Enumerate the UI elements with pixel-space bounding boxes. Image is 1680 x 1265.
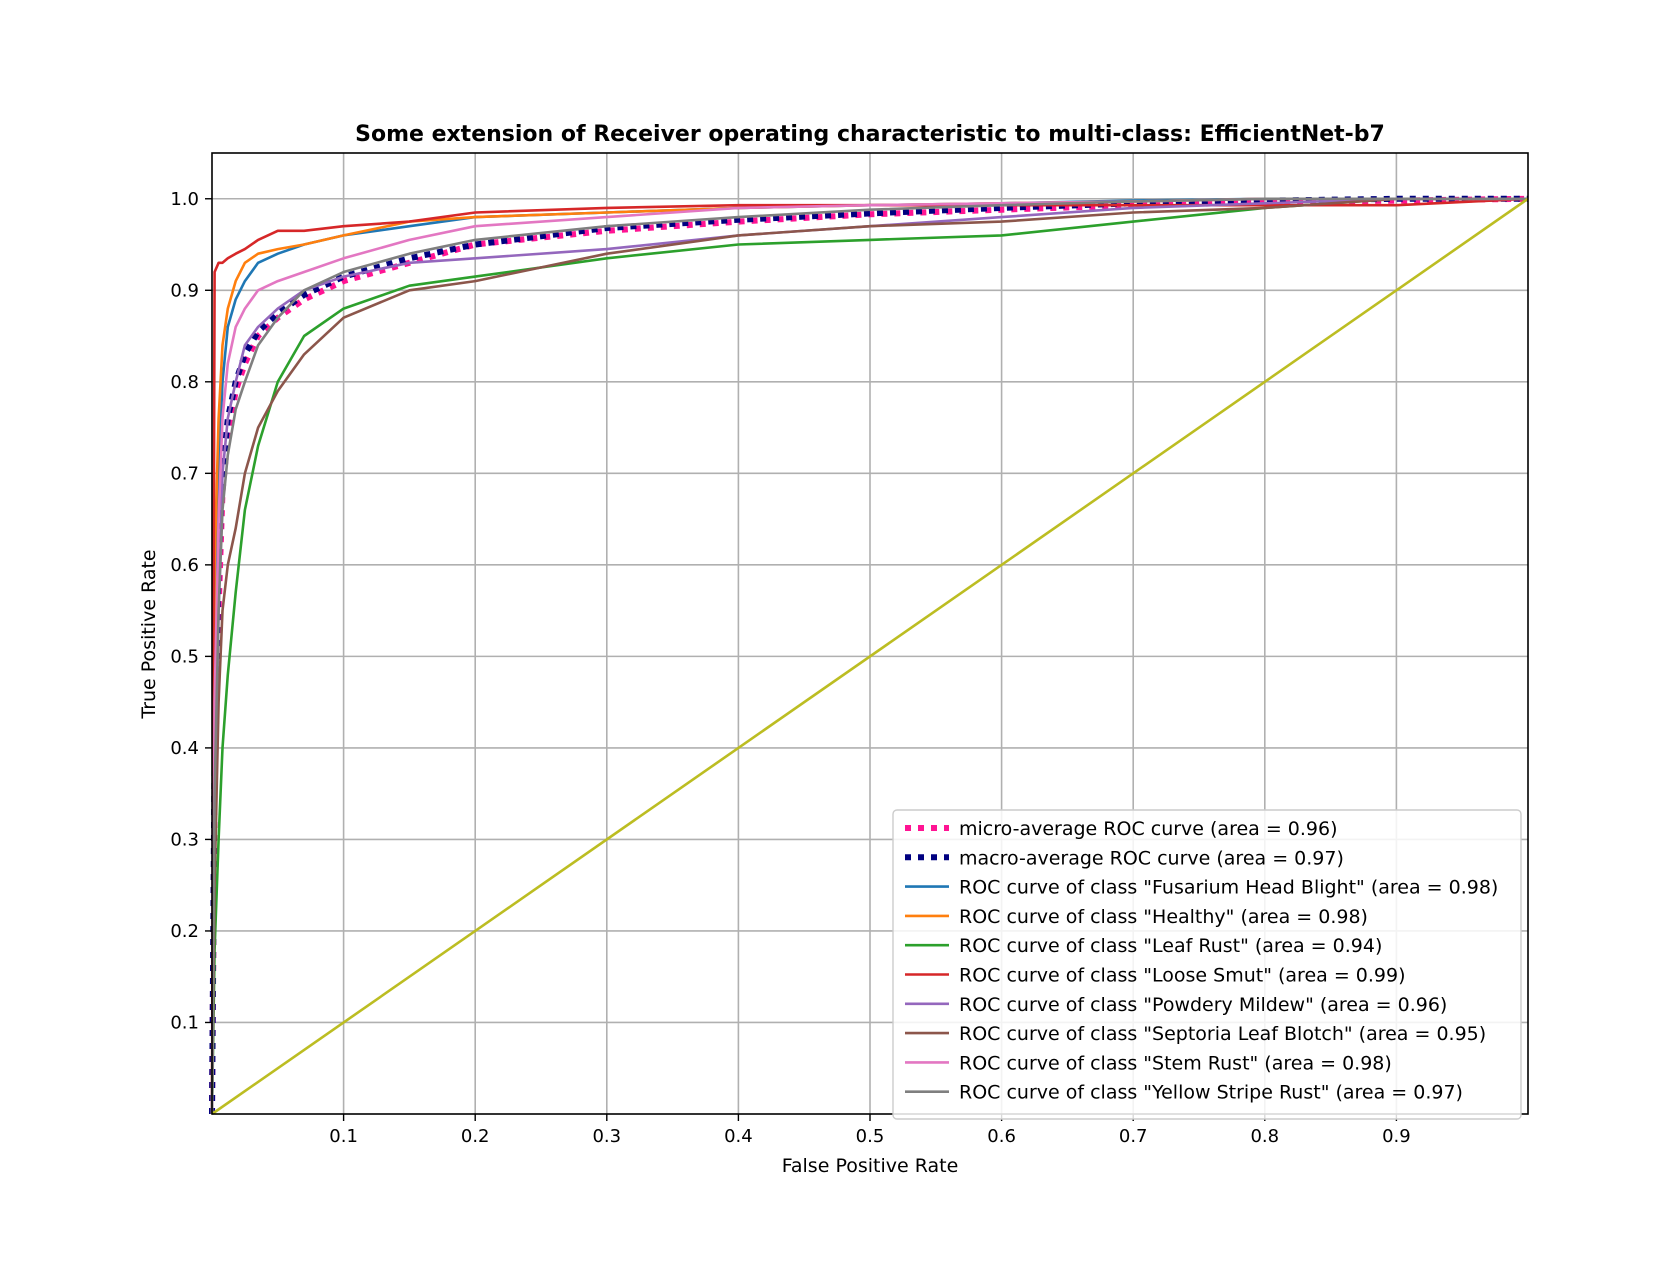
legend-entry-label: ROC curve of class "Powdery Mildew" (are… [959,994,1447,1016]
x-tick-label: 0.3 [592,1126,621,1147]
legend: micro-average ROC curve (area = 0.96) mac… [892,809,1522,1120]
y-tick-label: 0.8 [170,372,199,393]
chart-title: Some extension of Receiver operating cha… [355,122,1385,147]
legend-entry-label: ROC curve of class "Fusarium Head Blight… [959,877,1498,899]
y-axis-label: True Positive Rate [138,549,160,719]
x-tick-label: 0.6 [987,1126,1016,1147]
y-tick-label: 1.0 [170,189,199,210]
y-tick-label: 0.5 [170,646,199,667]
y-tick-label: 0.2 [170,921,199,942]
plot-series [209,195,1529,1116]
y-tick-label: 0.6 [170,555,199,576]
x-tick-label: 0.8 [1250,1126,1279,1147]
legend-entry-label: micro-average ROC curve (area = 0.96) [959,818,1338,840]
x-tick-label: 0.4 [724,1126,753,1147]
legend-entry-label: ROC curve of class "Loose Smut" (area = … [959,965,1406,987]
x-tick-label: 0.2 [461,1126,490,1147]
series-line-6 [210,197,1528,1115]
legend-entry-label: ROC curve of class "Healthy" (area = 0.9… [959,906,1368,928]
series-line-4 [210,197,1528,1115]
legend-entry-label: ROC curve of class "Leaf Rust" (area = 0… [959,935,1382,957]
legend-entry-label: ROC curve of class "Septoria Leaf Blotch… [959,1023,1486,1045]
y-tick-label: 0.4 [170,738,199,759]
y-tick-label: 0.9 [170,280,199,301]
plot-frame [211,152,1529,1115]
legend-entry-label: ROC curve of class "Stem Rust" (area = 0… [959,1052,1392,1074]
legend-box [892,809,1522,1120]
y-tick-label: 0.3 [170,829,199,850]
series-line-5 [210,197,1529,1115]
legend-entry-label: macro-average ROC curve (area = 0.97) [959,847,1344,869]
series-line-9 [210,197,1528,1115]
x-tick-label: 0.5 [856,1126,885,1147]
series-line-10 [211,197,1529,1116]
x-tick-label: 0.1 [329,1126,358,1147]
y-tick-label: 0.1 [170,1012,199,1033]
x-tick-label: 0.9 [1382,1126,1411,1147]
series-line-7 [210,197,1528,1115]
y-tick-label: 0.7 [170,463,199,484]
x-axis-label: False Positive Rate [782,1155,959,1177]
x-tick-label: 0.7 [1119,1126,1148,1147]
legend-entry-label: ROC curve of class "Yellow Stripe Rust" … [959,1082,1463,1104]
axes: 0.1 0.2 0.3 0.4 0.5 0.6 0.7 0.8 0.9 0.1 0.2 0.3 0.4 0… [170,152,1529,1147]
